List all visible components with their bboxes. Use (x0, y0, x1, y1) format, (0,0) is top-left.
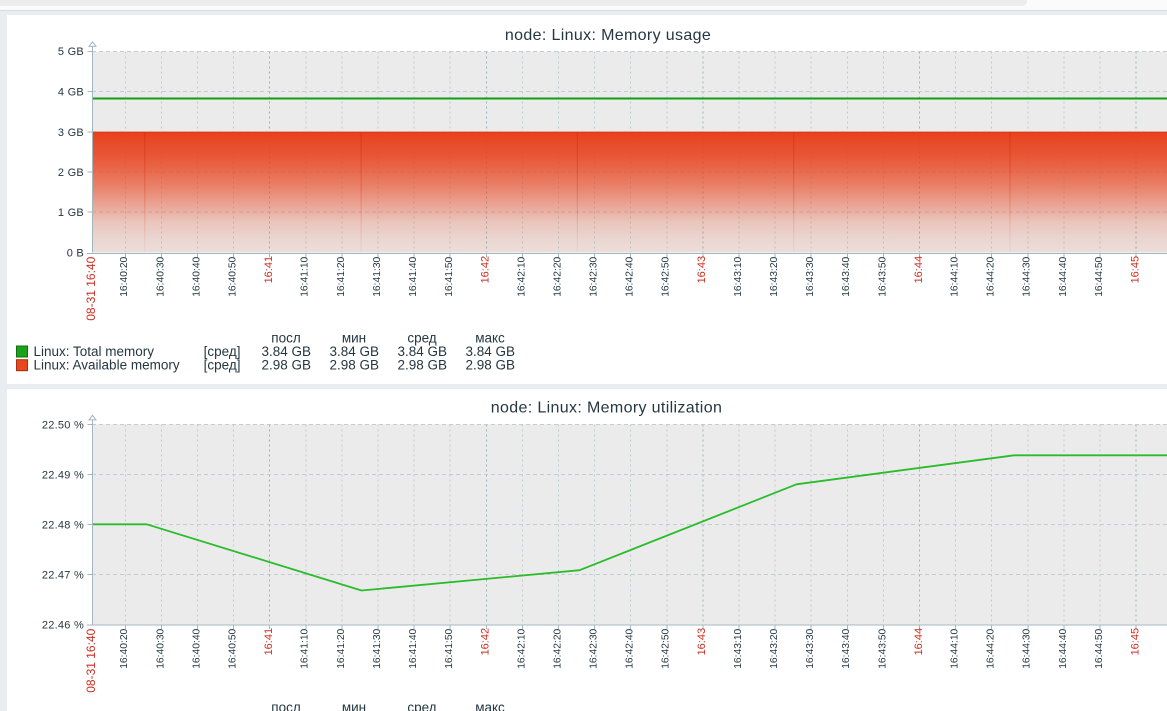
svg-text:мин: мин (342, 330, 366, 345)
svg-text:16:45: 16:45 (1129, 256, 1141, 284)
svg-text:16:44:50: 16:44:50 (1094, 628, 1105, 668)
svg-text:16:43:50: 16:43:50 (877, 256, 888, 296)
svg-text:16:40:40: 16:40:40 (191, 256, 202, 296)
svg-text:3 GB: 3 GB (58, 127, 84, 139)
svg-text:16:44: 16:44 (913, 256, 925, 284)
svg-text:16:42:30: 16:42:30 (589, 628, 600, 668)
svg-text:16:41:40: 16:41:40 (408, 256, 419, 296)
svg-text:16:41:40: 16:41:40 (408, 628, 419, 668)
svg-text:16:42:20: 16:42:20 (552, 256, 563, 296)
svg-text:0 B: 0 B (67, 247, 84, 259)
svg-text:16:43:40: 16:43:40 (841, 256, 852, 296)
svg-text:16:41: 16:41 (263, 256, 275, 284)
svg-text:макс: макс (475, 330, 505, 345)
svg-text:сред: сред (407, 700, 436, 711)
svg-text:16:44:20: 16:44:20 (986, 628, 997, 668)
svg-text:16:42: 16:42 (480, 628, 492, 656)
svg-text:16:44:40: 16:44:40 (1058, 256, 1069, 296)
svg-text:16:44:50: 16:44:50 (1094, 256, 1105, 296)
svg-text:16:42:10: 16:42:10 (516, 256, 527, 296)
svg-text:16:42: 16:42 (480, 256, 492, 284)
svg-text:16:41:10: 16:41:10 (300, 256, 311, 296)
svg-text:16:41:30: 16:41:30 (372, 628, 383, 668)
svg-text:мин: мин (342, 700, 366, 711)
svg-text:16:44:10: 16:44:10 (950, 256, 961, 296)
svg-text:16:41:20: 16:41:20 (336, 628, 347, 668)
svg-text:Linux: Available memory: Linux: Available memory (34, 358, 180, 373)
svg-text:посл: посл (271, 700, 300, 711)
svg-text:16:42:10: 16:42:10 (516, 628, 527, 668)
svg-text:2.98 GB: 2.98 GB (465, 358, 515, 373)
svg-text:16:41:50: 16:41:50 (444, 628, 455, 668)
svg-text:08-31 16:40: 08-31 16:40 (84, 256, 98, 320)
svg-text:16:40:50: 16:40:50 (228, 256, 239, 296)
svg-text:16:43:10: 16:43:10 (733, 628, 744, 668)
svg-text:[сред]: [сред] (204, 358, 241, 373)
svg-text:16:42:30: 16:42:30 (589, 256, 600, 296)
svg-text:3.84 GB: 3.84 GB (397, 344, 447, 359)
svg-text:3.84 GB: 3.84 GB (329, 344, 379, 359)
svg-text:16:44:30: 16:44:30 (1022, 628, 1033, 668)
svg-text:16:44:40: 16:44:40 (1058, 628, 1069, 668)
svg-text:16:43: 16:43 (696, 628, 708, 656)
svg-text:Linux: Total memory: Linux: Total memory (34, 344, 155, 359)
svg-text:22.46 %: 22.46 % (42, 619, 84, 631)
svg-text:08-31 16:40: 08-31 16:40 (84, 628, 98, 692)
svg-text:16:40:30: 16:40:30 (155, 256, 166, 296)
svg-text:4 GB: 4 GB (58, 87, 84, 99)
svg-text:16:44: 16:44 (913, 628, 925, 656)
svg-text:1 GB: 1 GB (58, 207, 84, 219)
svg-text:16:41: 16:41 (263, 628, 275, 656)
svg-text:3.84 GB: 3.84 GB (465, 344, 515, 359)
svg-text:[сред]: [сред] (204, 344, 241, 359)
svg-text:2 GB: 2 GB (58, 167, 84, 179)
svg-text:макс: макс (475, 700, 505, 711)
svg-text:сред: сред (407, 330, 436, 345)
svg-text:16:41:20: 16:41:20 (336, 256, 347, 296)
svg-text:16:43:20: 16:43:20 (769, 628, 780, 668)
svg-text:16:40:20: 16:40:20 (119, 256, 130, 296)
svg-text:16:43:10: 16:43:10 (733, 256, 744, 296)
svg-text:16:42:50: 16:42:50 (661, 256, 672, 296)
svg-text:3.84 GB: 3.84 GB (261, 344, 311, 359)
svg-text:16:41:10: 16:41:10 (300, 628, 311, 668)
svg-text:16:44:10: 16:44:10 (950, 628, 961, 668)
svg-text:node: Linux: Memory utilizatio: node: Linux: Memory utilization (491, 400, 722, 417)
svg-text:посл: посл (271, 330, 300, 345)
svg-text:16:42:40: 16:42:40 (625, 628, 636, 668)
svg-text:2.98 GB: 2.98 GB (261, 358, 311, 373)
svg-text:22.47 %: 22.47 % (42, 569, 84, 581)
svg-text:16:43:40: 16:43:40 (841, 628, 852, 668)
svg-text:22.48 %: 22.48 % (42, 519, 84, 531)
svg-text:16:40:30: 16:40:30 (155, 628, 166, 668)
svg-text:16:44:20: 16:44:20 (986, 256, 997, 296)
svg-text:16:42:40: 16:42:40 (625, 256, 636, 296)
svg-text:16:42:50: 16:42:50 (661, 628, 672, 668)
svg-text:16:43:30: 16:43:30 (805, 256, 816, 296)
svg-text:16:41:30: 16:41:30 (372, 256, 383, 296)
svg-text:16:43: 16:43 (696, 256, 708, 284)
svg-text:16:44:30: 16:44:30 (1022, 256, 1033, 296)
svg-text:16:45: 16:45 (1129, 628, 1141, 656)
svg-text:16:41:50: 16:41:50 (444, 256, 455, 296)
svg-text:2.98 GB: 2.98 GB (329, 358, 379, 373)
svg-text:5 GB: 5 GB (58, 46, 84, 58)
svg-text:16:40:50: 16:40:50 (228, 628, 239, 668)
svg-text:16:40:20: 16:40:20 (119, 628, 130, 668)
svg-text:22.49 %: 22.49 % (42, 469, 84, 481)
svg-text:16:43:30: 16:43:30 (805, 628, 816, 668)
svg-text:16:43:20: 16:43:20 (769, 256, 780, 296)
svg-text:node: Linux: Memory usage: node: Linux: Memory usage (505, 27, 711, 44)
svg-text:16:43:50: 16:43:50 (877, 628, 888, 668)
svg-text:2.98 GB: 2.98 GB (397, 358, 447, 373)
svg-text:22.50 %: 22.50 % (42, 419, 84, 431)
svg-text:16:40:40: 16:40:40 (191, 628, 202, 668)
svg-text:16:42:20: 16:42:20 (552, 628, 563, 668)
